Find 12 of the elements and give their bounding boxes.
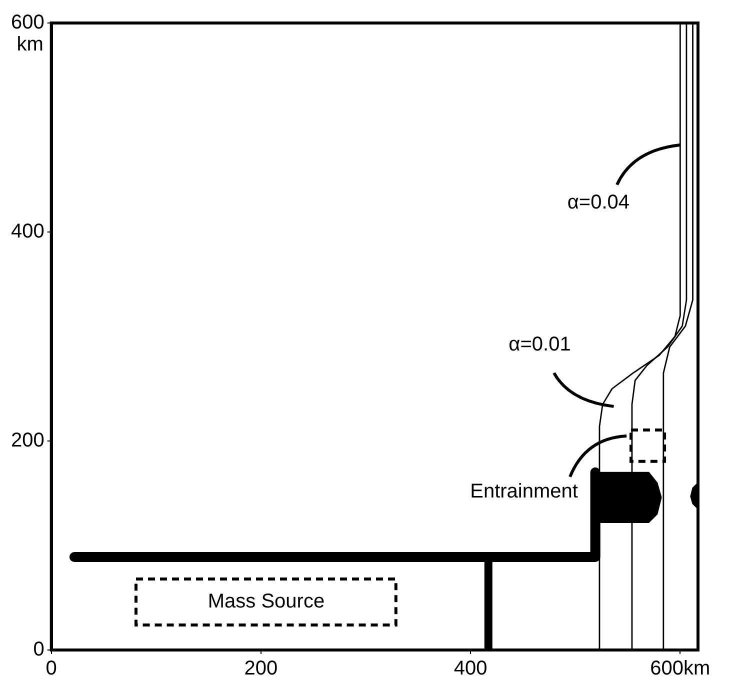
y-tick-label: 600 bbox=[10, 12, 44, 34]
annotation: α=0.04 bbox=[567, 191, 630, 214]
y-tick-label: 200 bbox=[10, 430, 44, 452]
annotation: Entrainment bbox=[470, 480, 578, 503]
y-axis-title: km bbox=[16, 34, 44, 56]
annotation: Mass Source bbox=[208, 590, 325, 612]
x-tick-label: 400 bbox=[454, 658, 488, 680]
annotation: α=0.01 bbox=[508, 333, 571, 356]
x-tick-label: 600km bbox=[650, 658, 710, 680]
y-tick-label: 400 bbox=[10, 220, 44, 243]
y-tick-label: 0 bbox=[33, 638, 44, 661]
x-tick-label: 200 bbox=[244, 658, 278, 680]
